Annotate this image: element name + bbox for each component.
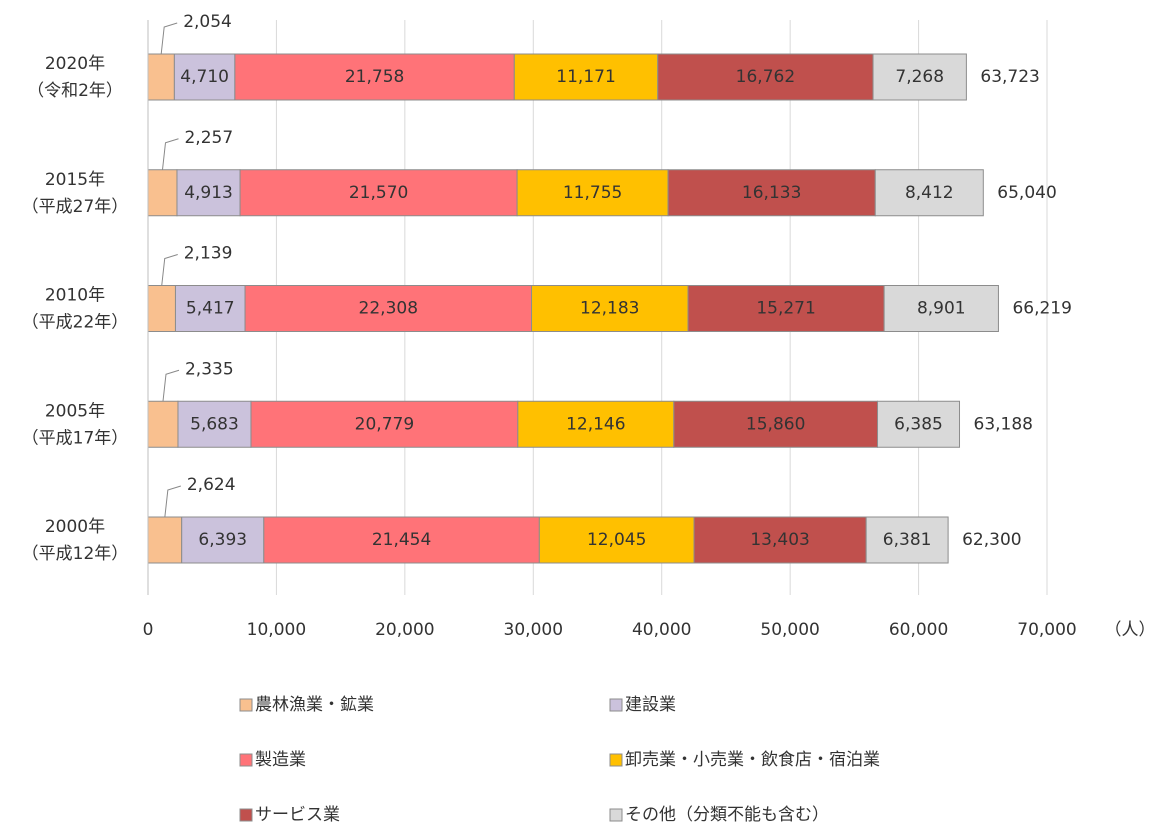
leader-line xyxy=(161,23,177,54)
data-label: 2,624 xyxy=(187,475,236,495)
data-label: 13,403 xyxy=(750,530,809,550)
leader-line xyxy=(162,255,178,286)
data-label: 21,758 xyxy=(345,67,404,87)
legend-label: その他（分類不能も含む） xyxy=(625,805,829,825)
x-axis-label: （人） xyxy=(1105,620,1155,640)
leader-line xyxy=(165,486,181,517)
data-label: 11,171 xyxy=(556,67,615,87)
data-label: 15,271 xyxy=(756,299,815,319)
data-label: 6,385 xyxy=(894,414,943,434)
bar-segment xyxy=(148,286,175,332)
legend-label: 農林漁業・鉱業 xyxy=(255,695,374,715)
bar-segment xyxy=(148,54,174,100)
total-label: 66,219 xyxy=(1012,299,1071,319)
data-label: 21,454 xyxy=(372,530,431,550)
legend-label: 建設業 xyxy=(625,695,676,715)
data-label: 4,710 xyxy=(180,67,229,87)
data-label: 2,257 xyxy=(184,128,233,148)
data-label: 16,133 xyxy=(742,183,801,203)
data-label: 7,268 xyxy=(895,67,944,87)
legend-swatch xyxy=(610,754,622,766)
data-label: 5,683 xyxy=(190,414,239,434)
y-tick-label: （平成12年） xyxy=(22,544,129,564)
data-label: 16,762 xyxy=(736,67,795,87)
data-label: 22,308 xyxy=(359,299,418,319)
x-tick-label: 20,000 xyxy=(375,620,434,640)
data-label: 12,146 xyxy=(566,414,625,434)
y-tick-label: 2020年 xyxy=(45,54,105,74)
data-label: 8,412 xyxy=(905,183,954,203)
y-tick-label: 2000年 xyxy=(45,517,105,537)
data-label: 12,183 xyxy=(580,299,639,319)
legend-label: サービス業 xyxy=(255,805,340,825)
data-label: 6,381 xyxy=(883,530,932,550)
y-tick-label: 2005年 xyxy=(45,401,105,421)
y-tick-label: （平成17年） xyxy=(22,428,129,448)
bar-segment xyxy=(148,517,182,563)
legend-swatch xyxy=(240,754,252,766)
data-label: 8,901 xyxy=(917,299,966,319)
legend-label: 卸売業・小売業・飲食店・宿泊業 xyxy=(625,750,880,770)
data-label: 20,779 xyxy=(355,414,414,434)
total-label: 63,188 xyxy=(974,414,1033,434)
y-tick-label: （平成27年） xyxy=(22,197,129,217)
data-label: 5,417 xyxy=(186,299,235,319)
data-label: 21,570 xyxy=(349,183,408,203)
x-tick-label: 10,000 xyxy=(247,620,306,640)
bar-segment xyxy=(148,401,178,447)
data-label: 15,860 xyxy=(746,414,805,434)
x-tick-label: 40,000 xyxy=(632,620,691,640)
x-tick-label: 60,000 xyxy=(889,620,948,640)
leader-line xyxy=(163,370,179,401)
total-label: 63,723 xyxy=(980,67,1039,87)
data-label: 2,335 xyxy=(185,359,234,379)
leader-line xyxy=(162,139,178,170)
bar-segment xyxy=(148,170,177,216)
legend-swatch xyxy=(240,699,252,711)
total-label: 65,040 xyxy=(997,183,1056,203)
data-label: 2,054 xyxy=(183,12,232,32)
y-tick-label: 2010年 xyxy=(45,286,105,306)
data-label: 12,045 xyxy=(587,530,646,550)
data-label: 6,393 xyxy=(198,530,247,550)
x-tick-label: 30,000 xyxy=(504,620,563,640)
x-tick-label: 70,000 xyxy=(1017,620,1076,640)
legend-label: 製造業 xyxy=(255,750,306,770)
legend-swatch xyxy=(610,699,622,711)
x-tick-label: 0 xyxy=(143,620,154,640)
y-tick-label: （令和2年） xyxy=(27,81,123,101)
data-label: 11,755 xyxy=(563,183,622,203)
legend-swatch xyxy=(610,809,622,821)
y-tick-label: （平成22年） xyxy=(22,313,129,333)
x-tick-label: 50,000 xyxy=(760,620,819,640)
data-label: 2,139 xyxy=(184,244,233,264)
y-tick-label: 2015年 xyxy=(45,170,105,190)
legend-swatch xyxy=(240,809,252,821)
total-label: 62,300 xyxy=(962,530,1021,550)
data-label: 4,913 xyxy=(184,183,233,203)
